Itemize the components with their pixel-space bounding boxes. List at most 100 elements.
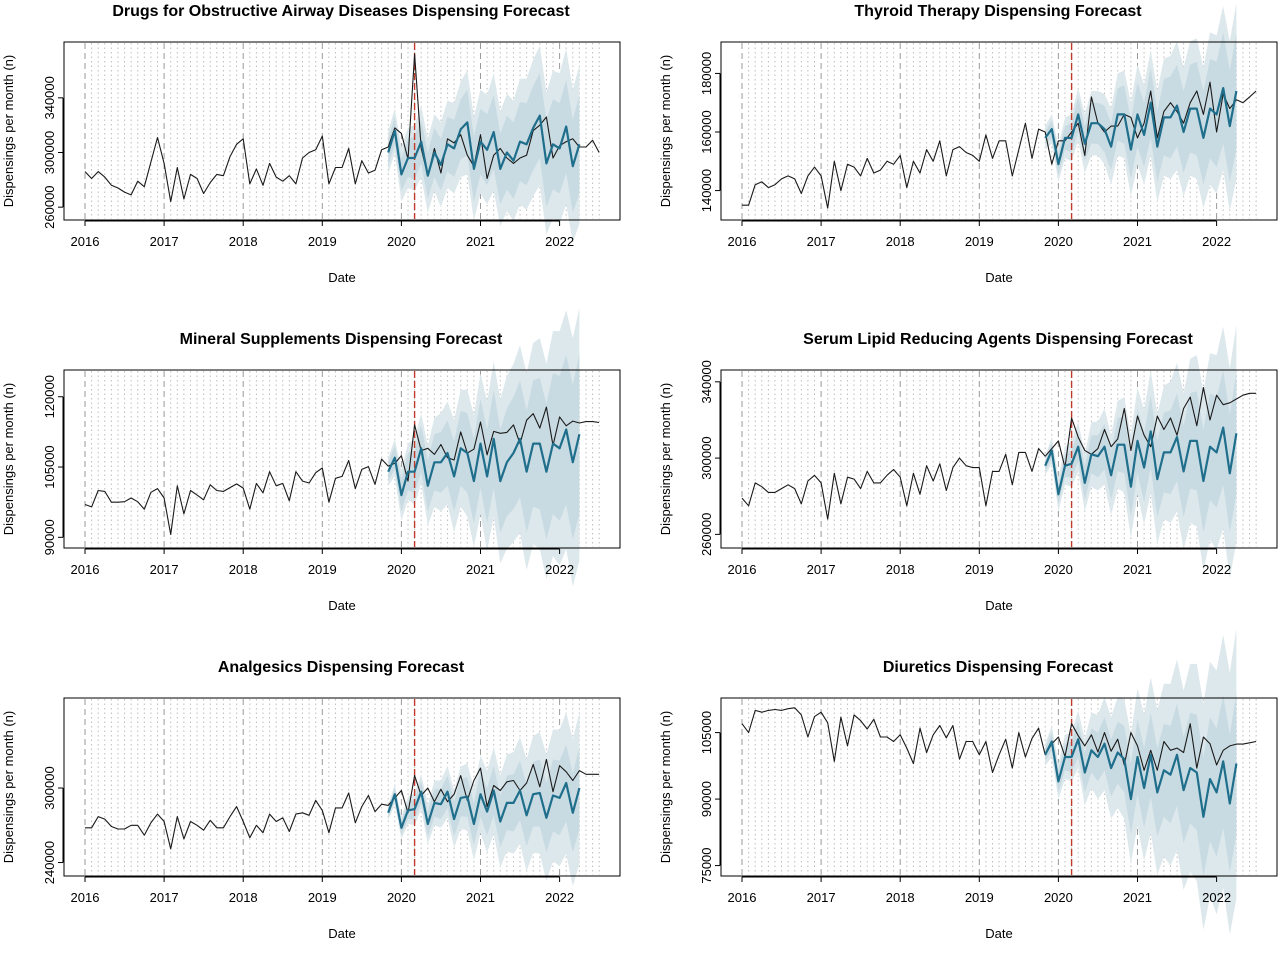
chart-panel: Diuretics Dispensing Forecast 75000 90000 1… <box>657 628 1280 970</box>
y-tick-label: 300000 <box>42 131 57 174</box>
plot-frame <box>63 41 621 221</box>
chart-panel: Serum Lipid Reducing Agents Dispensing F… <box>657 324 1280 642</box>
y-axis-label: Dispensings per month (n) <box>1 383 16 535</box>
interval-80-band <box>388 354 580 540</box>
observed-series-line <box>84 406 600 536</box>
y-tick-label: 300000 <box>42 766 57 809</box>
observed-series-line <box>84 53 600 203</box>
x-tick-label: 2017 <box>150 562 179 577</box>
chart-panel: Drugs for Obstructive Airway Diseases Di… <box>0 0 640 314</box>
forecast-series-line <box>387 114 581 177</box>
y-tick-label: 340000 <box>699 360 714 403</box>
y-tick-label: 260000 <box>42 185 57 228</box>
x-axis-label: Date <box>985 270 1012 285</box>
x-tick-label: 2016 <box>728 562 757 577</box>
x-tick-label: 2020 <box>1044 562 1073 577</box>
chart-panel: Analgesics Dispensing Forecast 240000 3000… <box>0 656 640 970</box>
x-tick-label: 2016 <box>71 562 100 577</box>
chart-title: Serum Lipid Reducing Agents Dispensing F… <box>803 331 1193 348</box>
x-tick-label: 2019 <box>308 890 337 905</box>
x-tick-label: 2021 <box>466 890 495 905</box>
y-axis-label: Dispensings per month (n) <box>658 383 673 535</box>
observed-series-line <box>741 707 1257 774</box>
forecast-series-line <box>1044 426 1238 496</box>
x-tick-label: 2017 <box>150 234 179 249</box>
x-axis-label: Date <box>328 926 355 941</box>
x-tick-label: 2016 <box>71 890 100 905</box>
chart-title: Analgesics Dispensing Forecast <box>218 659 465 676</box>
chart-svg: Analgesics Dispensing Forecast 240000 3000… <box>1 659 621 941</box>
x-tick-label: 2021 <box>1123 234 1152 249</box>
x-tick-label: 2021 <box>466 562 495 577</box>
plot-frame <box>720 369 1278 549</box>
interval-80-band <box>388 744 580 853</box>
forecast-series-line <box>387 428 581 497</box>
x-tick-label: 2016 <box>728 890 757 905</box>
y-tick-label: 160000 <box>699 110 714 153</box>
x-tick-label: 2019 <box>965 562 994 577</box>
x-tick-label: 2019 <box>308 234 337 249</box>
y-tick-label: 105000 <box>699 711 714 754</box>
y-axis-label: Dispensings per month (n) <box>658 55 673 207</box>
plot-frame <box>63 369 621 549</box>
x-tick-label: 2018 <box>886 562 915 577</box>
x-axis-label: Date <box>328 598 355 613</box>
y-axis-label: Dispensings per month (n) <box>1 55 16 207</box>
chart-svg: Mineral Supplements Dispensing Forecast 9… <box>1 307 621 613</box>
x-tick-label: 2020 <box>387 890 416 905</box>
x-tick-label: 2017 <box>807 890 836 905</box>
observed-series-line <box>85 758 600 850</box>
plot-frame <box>720 697 1278 877</box>
x-axis-label: Date <box>328 270 355 285</box>
observed-series-line <box>742 81 1257 209</box>
y-axis-label: Dispensings per month (n) <box>1 711 16 863</box>
y-tick-label: 180000 <box>699 52 714 95</box>
x-tick-label: 2016 <box>728 234 757 249</box>
forecast-series-line <box>1044 738 1238 818</box>
forecast-series-line <box>1044 86 1238 166</box>
x-tick-label: 2022 <box>1202 890 1231 905</box>
x-tick-label: 2017 <box>150 890 179 905</box>
chart-svg: Serum Lipid Reducing Agents Dispensing F… <box>658 324 1278 613</box>
plot-frame <box>63 697 621 877</box>
x-tick-label: 2020 <box>387 234 416 249</box>
interval-80-band <box>1045 32 1237 185</box>
x-tick-label: 2019 <box>965 234 994 249</box>
x-tick-label: 2019 <box>965 890 994 905</box>
x-tick-label: 2022 <box>545 234 574 249</box>
x-tick-label: 2018 <box>229 890 258 905</box>
chart-title: Thyroid Therapy Dispensing Forecast <box>854 3 1142 20</box>
x-tick-label: 2021 <box>466 234 495 249</box>
y-tick-label: 140000 <box>699 169 714 212</box>
y-tick-label: 340000 <box>42 76 57 119</box>
x-tick-label: 2022 <box>545 562 574 577</box>
x-tick-label: 2022 <box>1202 234 1231 249</box>
x-tick-label: 2019 <box>308 562 337 577</box>
chart-panel: Mineral Supplements Dispensing Forecast 9… <box>0 307 640 642</box>
x-tick-label: 2016 <box>71 234 100 249</box>
observed-series-line <box>741 386 1257 520</box>
x-tick-label: 2020 <box>1044 890 1073 905</box>
chart-title: Diuretics Dispensing Forecast <box>883 659 1114 676</box>
chart-svg: Diuretics Dispensing Forecast 75000 90000 1… <box>658 628 1278 941</box>
x-tick-label: 2020 <box>387 562 416 577</box>
x-tick-label: 2020 <box>1044 234 1073 249</box>
x-tick-label: 2017 <box>807 234 836 249</box>
y-axis-label: Dispensings per month (n) <box>658 711 673 863</box>
chart-panel: Thyroid Therapy Dispensing Forecast 14000… <box>657 0 1280 314</box>
x-axis-label: Date <box>985 598 1012 613</box>
x-tick-label: 2022 <box>545 890 574 905</box>
plot-frame <box>720 41 1278 221</box>
x-tick-label: 2018 <box>229 234 258 249</box>
y-tick-label: 300000 <box>699 436 714 479</box>
x-tick-label: 2021 <box>1123 562 1152 577</box>
y-tick-label: 75000 <box>699 847 714 883</box>
x-tick-label: 2022 <box>1202 562 1231 577</box>
x-axis-label: Date <box>985 926 1012 941</box>
chart-svg: Thyroid Therapy Dispensing Forecast 14000… <box>658 3 1278 285</box>
y-tick-label: 120000 <box>42 375 57 418</box>
y-tick-label: 90000 <box>699 781 714 817</box>
chart-title: Drugs for Obstructive Airway Diseases Di… <box>112 3 570 20</box>
x-tick-label: 2017 <box>807 562 836 577</box>
x-tick-label: 2018 <box>886 890 915 905</box>
